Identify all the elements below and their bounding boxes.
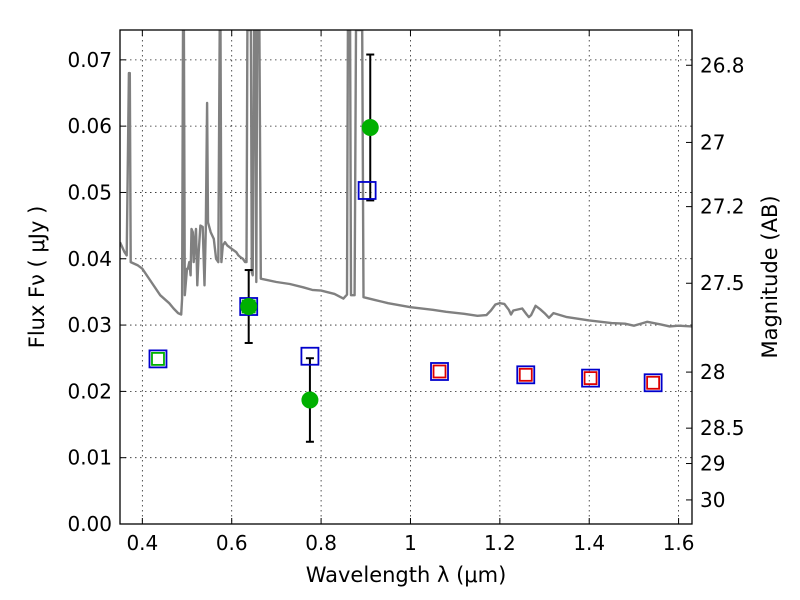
clipped-series [120, 30, 692, 443]
x-axis-label: Wavelength λ (μm) [306, 563, 507, 587]
y-tick-label: 0.04 [67, 247, 112, 271]
x-tick-label: 1.2 [484, 531, 516, 555]
right-tick-label: 28 [700, 360, 725, 384]
y-tick-label: 0.02 [67, 379, 112, 403]
grid [120, 30, 692, 525]
observed-point [301, 391, 319, 409]
model-square [581, 368, 600, 388]
x-tick-label: 1.4 [573, 531, 605, 555]
x-tick-label: 0.8 [305, 531, 337, 555]
inner-square [432, 364, 447, 379]
model-square [357, 181, 377, 200]
right-tick-label: 27.5 [700, 271, 745, 295]
x-tick-label: 1 [404, 531, 417, 555]
inner-square [518, 367, 533, 382]
right-axis-label: Magnitude (AB) [758, 195, 782, 358]
y-tick-label: 0.05 [67, 180, 112, 204]
model-square [643, 373, 663, 393]
model-square [516, 365, 536, 385]
y-tick-label: 0.07 [67, 48, 112, 72]
spectrum-line [120, 30, 692, 328]
model-square [148, 349, 168, 369]
observed-point [240, 298, 258, 316]
right-tick-label: 30 [700, 488, 725, 512]
x-tick-label: 0.4 [126, 531, 158, 555]
y-tick-label: 0.00 [67, 512, 112, 536]
inner-square [583, 371, 598, 386]
labels: 0.4 0.6 0.8 1 1.2 1.4 1.6 0.00 0.01 0.02 0.03 0.04 0… [25, 48, 782, 587]
observed-point [361, 118, 379, 136]
model-square [300, 346, 320, 366]
right-tick-label: 27 [700, 130, 725, 154]
series-layer [120, 30, 692, 443]
right-tick-label: 27.2 [700, 195, 745, 219]
model-square [430, 362, 449, 381]
inner-square [646, 375, 661, 390]
inner-square [151, 351, 165, 366]
right-tick-label: 26.8 [700, 53, 745, 77]
x-tick-label: 1.6 [663, 531, 695, 555]
y-axis-label: Flux Fν ( μJy ) [25, 206, 49, 349]
plot-frame [119, 29, 693, 525]
right-tick-label: 28.5 [700, 416, 745, 440]
x-tick-label: 0.6 [216, 531, 248, 555]
y-tick-label: 0.03 [67, 313, 112, 337]
ticks [120, 30, 692, 525]
y-tick-label: 0.01 [67, 446, 112, 470]
y-tick-label: 0.06 [67, 114, 112, 138]
right-tick-label: 29 [700, 452, 725, 476]
